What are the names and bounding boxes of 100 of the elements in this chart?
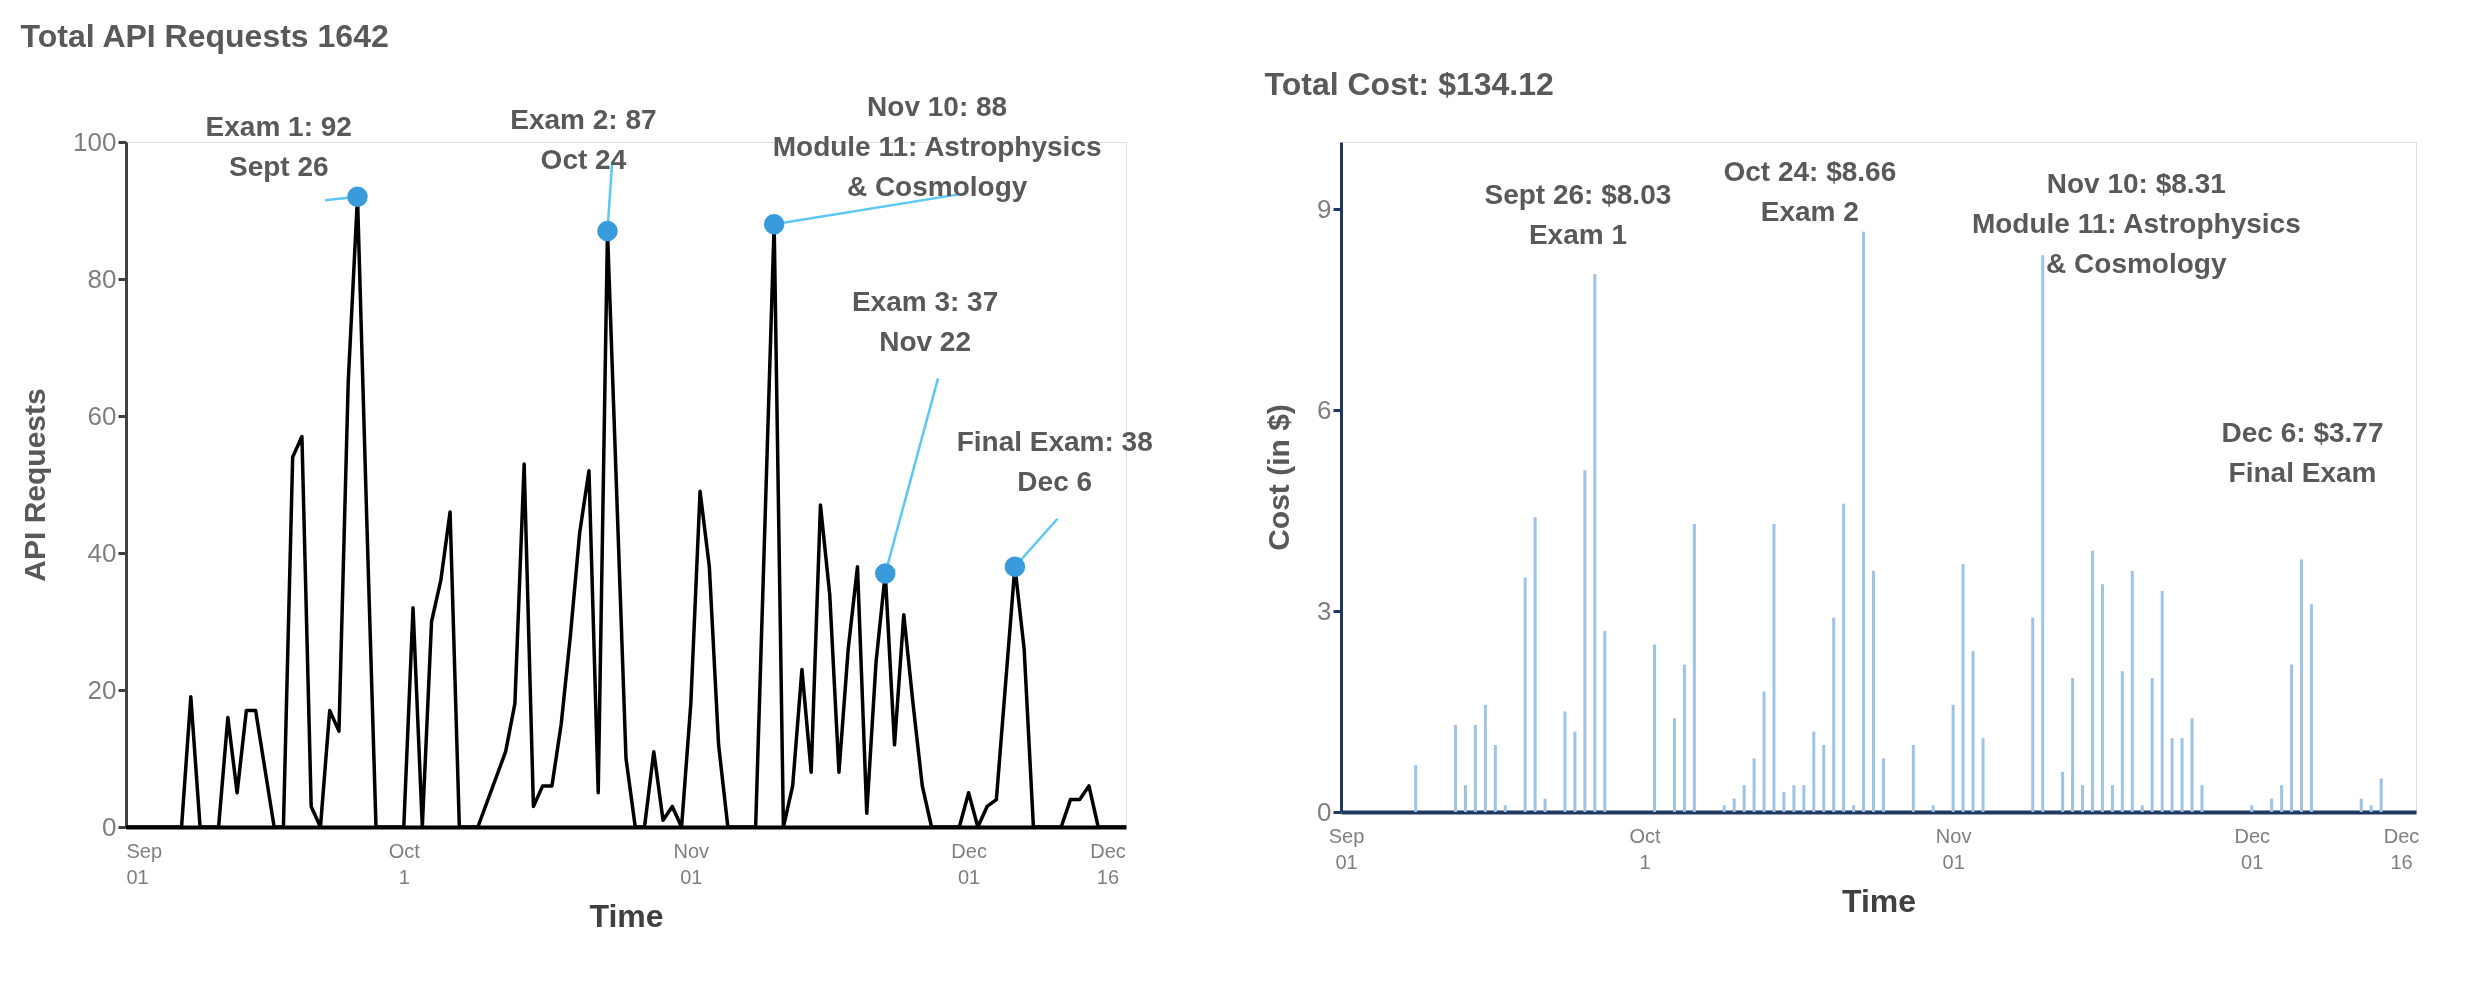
bar (2290, 664, 2294, 812)
x-tick-label: Oct 1 (388, 839, 421, 888)
bar (2180, 738, 2184, 812)
bar (2071, 678, 2075, 812)
bar (2190, 718, 2194, 812)
bar (1493, 745, 1497, 812)
bar (1752, 758, 1756, 812)
bar (1931, 805, 1935, 812)
bar (1852, 805, 1856, 812)
bar (2170, 738, 2174, 812)
bar (1762, 691, 1766, 812)
x-tick-label: Nov 01 (1935, 824, 1972, 873)
bar (2061, 771, 2065, 812)
x-tick-label: Dec 01 (2234, 824, 2271, 873)
bar (1981, 738, 1985, 812)
bar (1782, 791, 1786, 812)
x-tick-label: Dec 01 (951, 839, 987, 888)
bar (1842, 503, 1846, 812)
y-tick-label: 0 (1317, 796, 1332, 827)
bar (1603, 631, 1607, 812)
bar (1593, 273, 1597, 812)
y-axis-title: Cost (in $) (1262, 404, 1296, 551)
bar (1832, 617, 1836, 812)
annotation: Nov 10: 88 Module 11: Astrophysics & Cosmology (772, 90, 1102, 202)
y-tick-label: 9 (1317, 193, 1332, 224)
chart-title: Total Cost: $134.12 (1264, 66, 1554, 102)
bar (1911, 745, 1915, 812)
y-tick-label: 0 (102, 811, 117, 842)
x-axis-title: Time (589, 897, 664, 934)
bar (1533, 517, 1537, 812)
bar (2250, 805, 2254, 812)
bar (2270, 798, 2274, 812)
bar (1453, 724, 1457, 812)
bar (2300, 559, 2304, 812)
bar (1772, 523, 1776, 812)
annotation: Exam 2: 87 Oct 24 (510, 104, 657, 176)
bar (2369, 805, 2373, 812)
chart-title: Total API Requests 1642 (20, 17, 389, 54)
bar (1881, 758, 1885, 812)
bar (2100, 584, 2104, 812)
bar (2120, 671, 2124, 812)
bar (1971, 651, 1975, 812)
bar (1463, 785, 1467, 812)
bar (2160, 590, 2164, 812)
bar (2110, 785, 2114, 812)
bar (1792, 785, 1796, 812)
bar (1961, 564, 1965, 812)
bar (1414, 765, 1418, 812)
y-tick-label: 20 (87, 674, 117, 705)
bar (2309, 604, 2313, 812)
bar (1742, 785, 1746, 812)
bar (2280, 785, 2284, 812)
bar (1732, 798, 1736, 812)
y-tick-label: 100 (73, 126, 117, 157)
bar (1672, 718, 1676, 812)
annotation: Nov 10: $8.31 Module 11: Astrophysics & Cosmology (1971, 167, 2301, 279)
bar (1563, 711, 1567, 812)
bar (1872, 570, 1876, 812)
y-tick-label: 60 (87, 400, 117, 431)
x-axis-title: Time (1841, 882, 1917, 919)
bar (1653, 644, 1657, 812)
bar (1692, 523, 1696, 812)
x-tick-label: Oct 1 (1629, 824, 1662, 873)
bar (1503, 805, 1507, 812)
annotation: Final Exam: 38 Dec 6 (956, 426, 1153, 498)
bar (1951, 704, 1955, 812)
annotation: Dec 6: $3.77 Final Exam (2221, 417, 2384, 489)
bar (2081, 785, 2085, 812)
y-tick-label: 80 (87, 263, 117, 294)
bar (1573, 731, 1577, 812)
bar (2130, 570, 2134, 812)
bar (2150, 678, 2154, 812)
bar (2091, 550, 2094, 812)
bar (1802, 785, 1806, 812)
annotation: Exam 1: 92 Sept 26 (205, 111, 352, 183)
bar (1862, 231, 1866, 812)
x-tick-label: Nov 01 (673, 839, 710, 888)
bar (2359, 798, 2363, 812)
bar (1682, 664, 1686, 812)
bar (2379, 778, 2383, 812)
x-tick-label: Dec 16 (2383, 824, 2420, 873)
bar (2140, 805, 2144, 812)
bar (1583, 470, 1587, 812)
annotation: Oct 24: $8.66 Exam 2 (1723, 155, 1897, 227)
bar (2031, 617, 2035, 812)
y-tick-label: 40 (87, 537, 117, 568)
bar (1523, 577, 1527, 812)
bar (2041, 255, 2045, 812)
x-tick-label: Dec 16 (1090, 839, 1126, 888)
bar (1822, 745, 1826, 812)
bar (1812, 731, 1816, 812)
y-tick-label: 6 (1317, 394, 1332, 425)
bar (1473, 724, 1477, 812)
bar (2200, 785, 2204, 812)
annotation: Sept 26: $8.03 Exam 1 (1484, 178, 1672, 250)
annotation: Exam 3: 37 Nov 22 (851, 285, 999, 357)
bar (1722, 805, 1726, 812)
x-tick-label: Sep 01 (1328, 824, 1365, 873)
bar (1543, 798, 1547, 812)
x-tick-label: Sep 01 (126, 839, 163, 888)
